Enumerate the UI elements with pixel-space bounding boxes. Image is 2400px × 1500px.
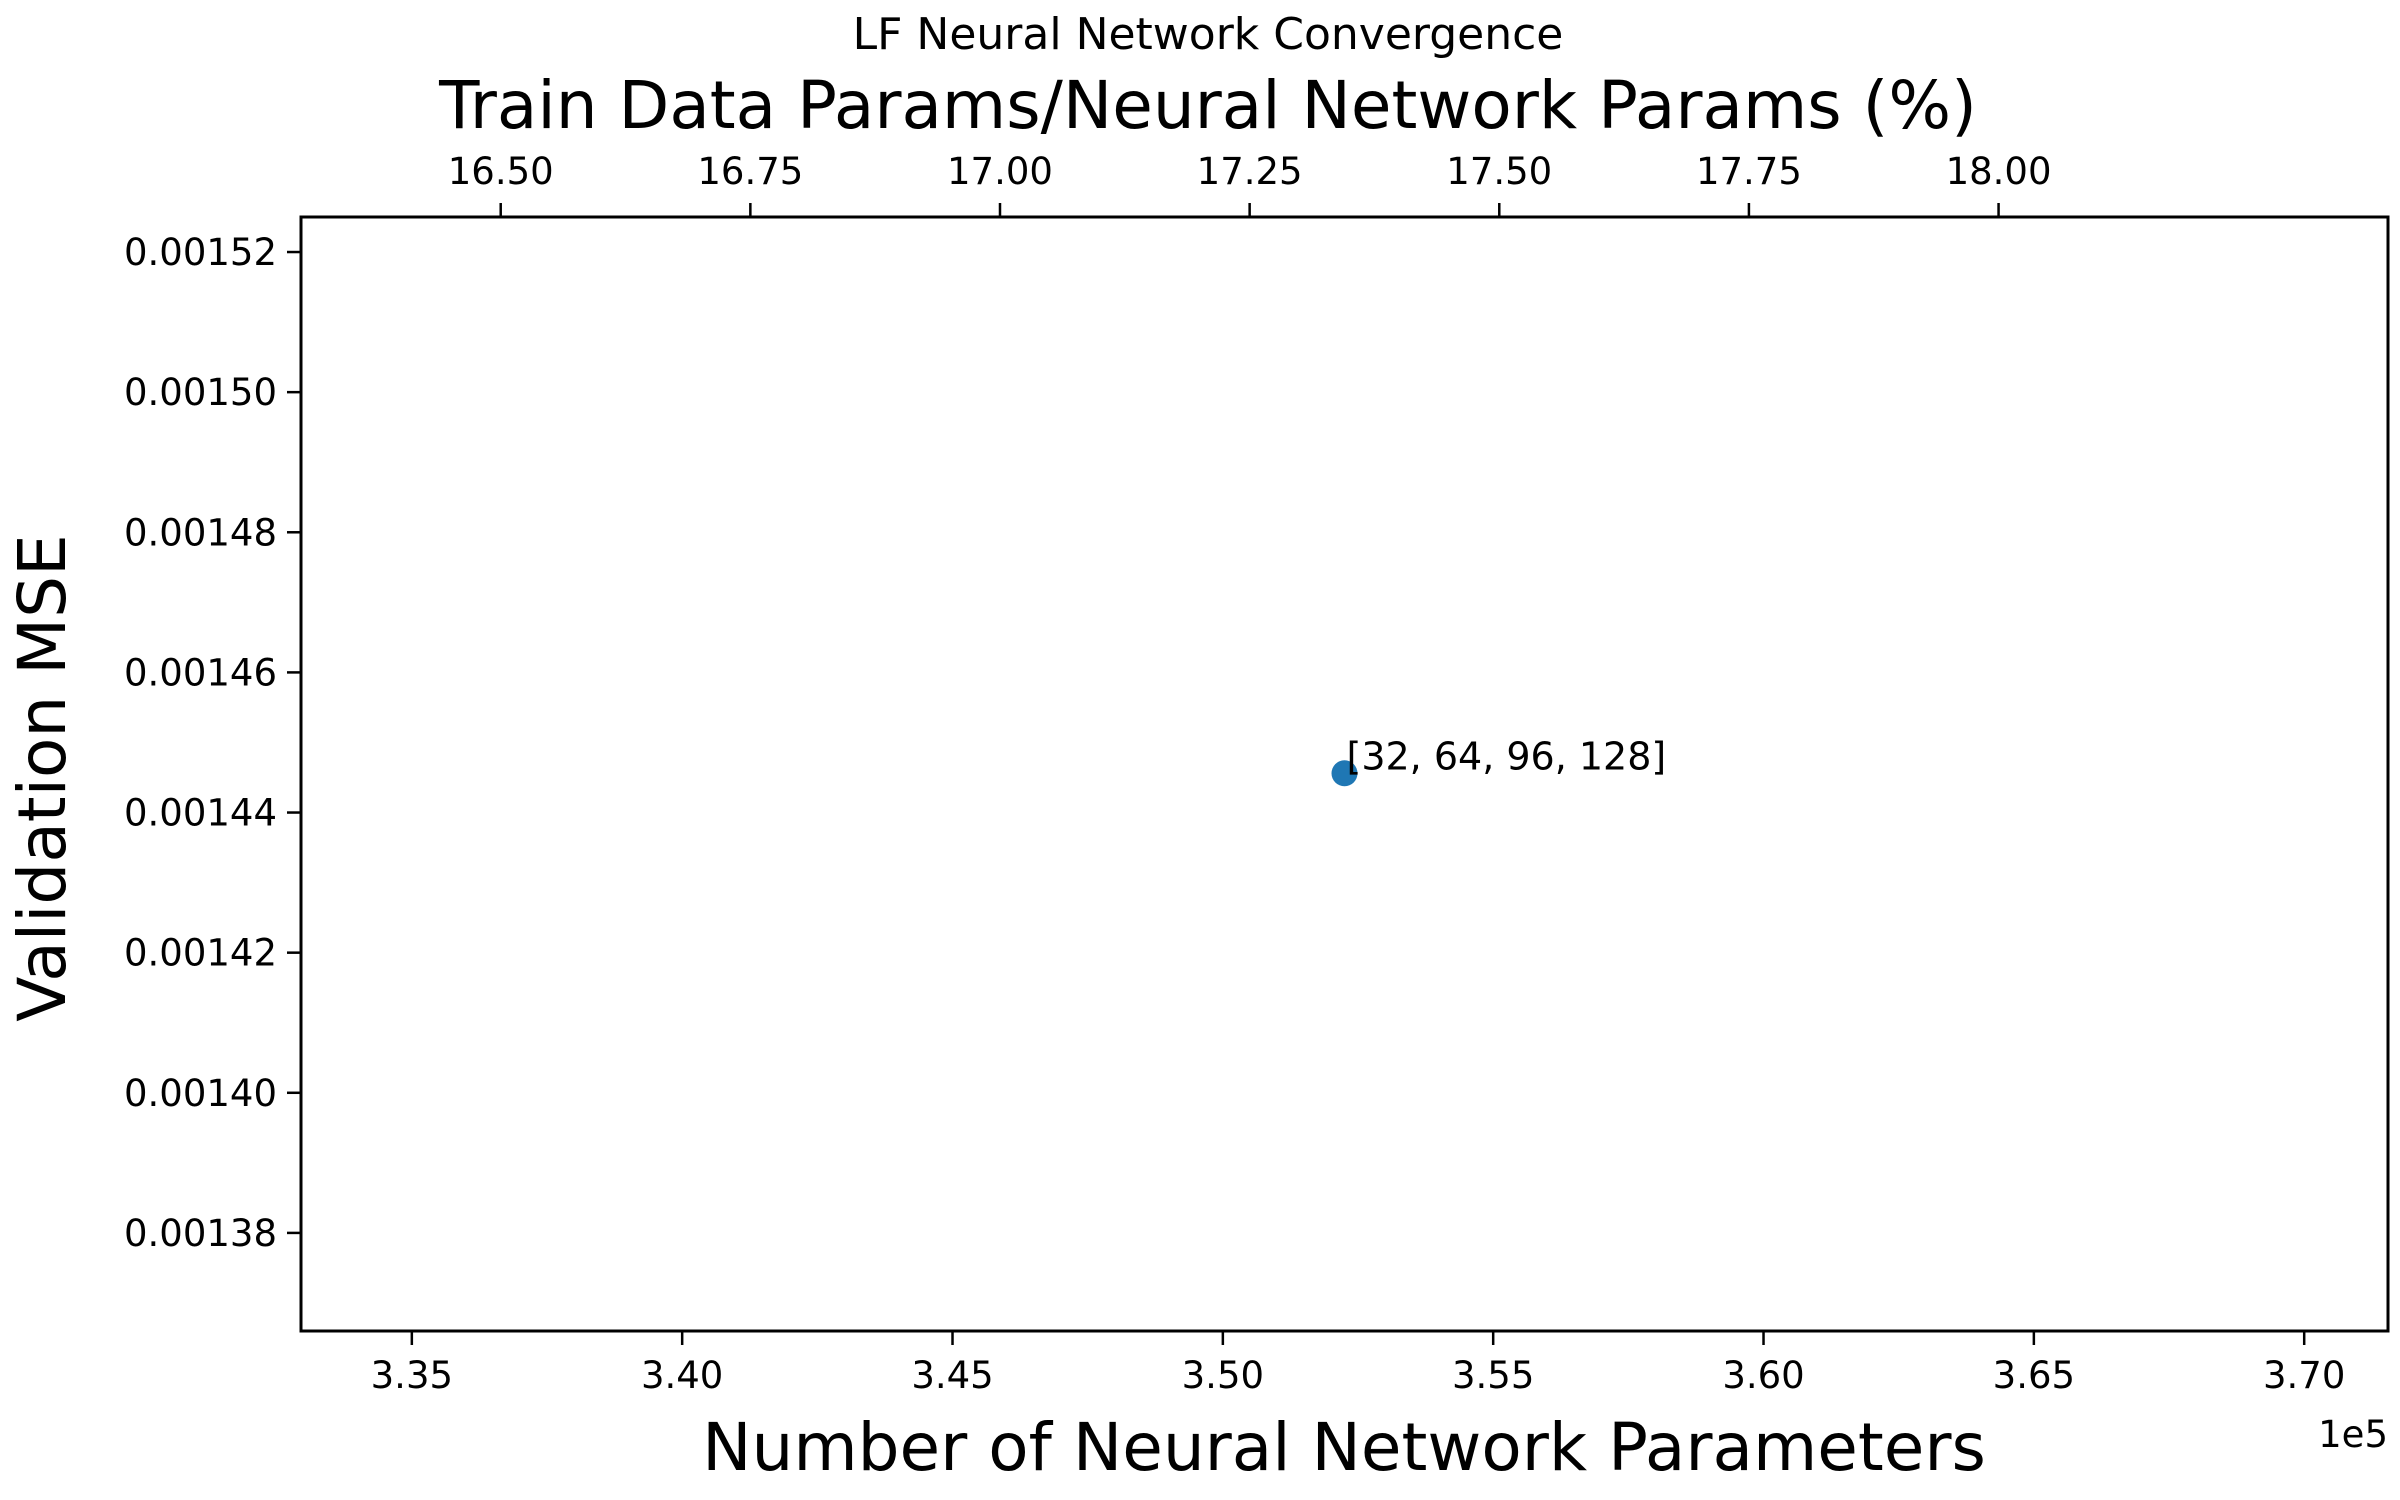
chart-title: LF Neural Network Convergence (853, 9, 1564, 60)
top-axis-title: Train Data Params/Neural Network Params … (438, 67, 1977, 144)
y-tick-label: 0.00150 (124, 371, 277, 414)
y-tick-label: 0.00138 (124, 1212, 277, 1255)
y-axis-title: Validation MSE (4, 534, 81, 1021)
x2-tick-label: 18.00 (1946, 150, 2052, 193)
x2-tick-label: 17.25 (1197, 150, 1303, 193)
y-tick-label: 0.00144 (124, 792, 277, 835)
x-axis-title: Number of Neural Network Parameters (702, 1409, 1986, 1486)
y-tick-label: 0.00140 (124, 1072, 277, 1115)
x2-tick-label: 17.00 (947, 150, 1053, 193)
x-tick-label: 3.35 (371, 1354, 453, 1397)
x2-tick-label: 16.75 (697, 150, 803, 193)
y-tick-label: 0.00142 (124, 932, 277, 975)
x-tick-label: 3.55 (1452, 1354, 1534, 1397)
x-tick-label: 3.70 (2263, 1354, 2345, 1397)
y-tick-label: 0.00146 (124, 651, 277, 694)
x-axis-offset-label: 1e5 (2318, 1413, 2388, 1456)
x-tick-label: 3.60 (1722, 1354, 1804, 1397)
x-tick-label: 3.45 (911, 1354, 993, 1397)
x2-tick-label: 17.50 (1446, 150, 1552, 193)
x2-tick-label: 17.75 (1696, 150, 1802, 193)
x-tick-label: 3.65 (1993, 1354, 2075, 1397)
x-tick-label: 3.50 (1182, 1354, 1264, 1397)
data-point-label: [32, 64, 96, 128] (1347, 734, 1667, 778)
y-tick-label: 0.00152 (124, 231, 277, 274)
y-tick-label: 0.00148 (124, 511, 277, 554)
x2-tick-label: 16.50 (448, 150, 554, 193)
x-tick-label: 3.40 (641, 1354, 723, 1397)
